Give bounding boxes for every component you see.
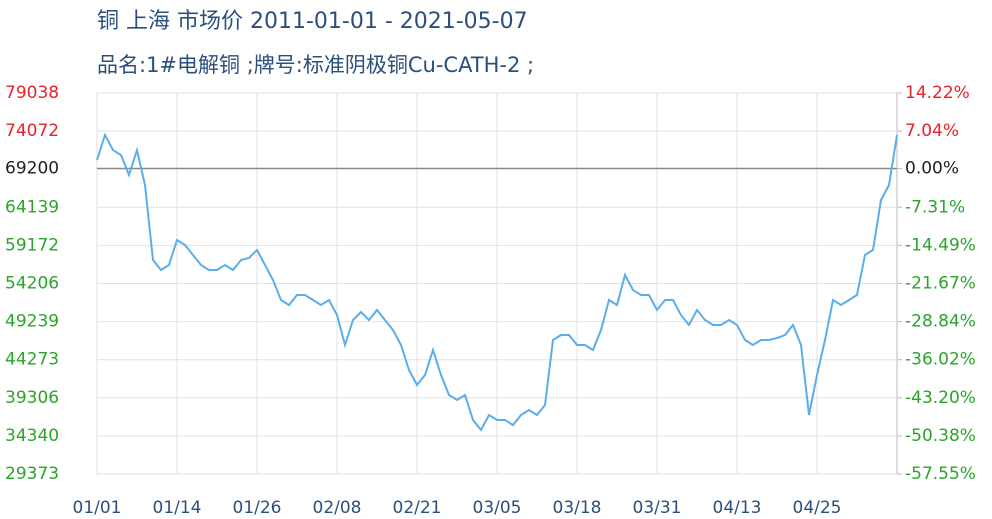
y2-tick-label: -14.49% (905, 235, 976, 255)
y-tick-label: 79038 (5, 83, 59, 103)
y-tick-label: 49239 (5, 312, 59, 332)
y2-tick-label: -7.31% (905, 197, 965, 217)
y-tick-label: 34340 (5, 426, 59, 446)
x-tick-label: 02/21 (393, 498, 442, 518)
x-tick-label: 01/01 (73, 498, 122, 518)
y2-tick-label: -28.84% (905, 312, 976, 332)
y-tick-label: 64139 (5, 197, 59, 217)
chart-subtitle: 品名:1#电解铜 ;牌号:标准阴极铜Cu-CATH-2 ; (97, 53, 534, 77)
y-tick-label: 39306 (5, 388, 59, 408)
y2-tick-label: 7.04% (905, 121, 959, 141)
x-tick-label: 03/18 (553, 498, 602, 518)
x-tick-label: 04/25 (793, 498, 842, 518)
y-tick-label: 69200 (5, 158, 59, 178)
y2-tick-label: 14.22% (905, 83, 970, 103)
y2-tick-label: 0.00% (905, 158, 959, 178)
y2-tick-label: -50.38% (905, 426, 976, 446)
x-tick-label: 03/31 (633, 498, 682, 518)
y-tick-label: 29373 (5, 464, 59, 484)
x-tick-label: 01/26 (233, 498, 282, 518)
y-tick-label: 44273 (5, 350, 59, 370)
price-line (96, 132, 898, 432)
x-tick-label: 01/14 (153, 498, 202, 518)
y-tick-label: 74072 (5, 121, 59, 141)
y2-tick-label: -36.02% (905, 350, 976, 370)
y2-tick-label: -21.67% (905, 274, 976, 294)
chart-title: 铜 上海 市场价 2011-01-01 - 2021-05-07 (97, 9, 528, 34)
y-tick-label: 54206 (5, 273, 59, 293)
x-tick-label: 03/05 (473, 498, 522, 518)
y2-tick-label: -57.55% (905, 464, 976, 484)
x-tick-label: 02/08 (313, 498, 362, 518)
y-tick-label: 59172 (5, 235, 59, 255)
y2-tick-label: -43.20% (905, 388, 976, 408)
x-tick-label: 04/13 (713, 498, 762, 518)
